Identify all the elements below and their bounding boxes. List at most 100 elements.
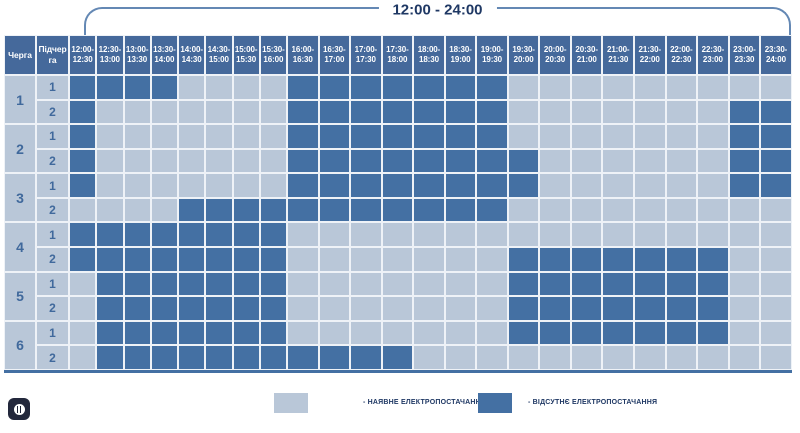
- outage-cell: [69, 222, 97, 248]
- power-available-cell: [69, 345, 97, 370]
- outage-cell: [570, 320, 603, 346]
- outage-cell: [381, 148, 414, 174]
- outage-cell: [318, 173, 351, 198]
- outage-cell: [413, 124, 445, 149]
- outage-cell: [634, 247, 666, 272]
- power-available-cell: [570, 75, 603, 100]
- power-available-cell: [539, 99, 571, 125]
- power-available-cell: [570, 345, 603, 370]
- outage-cell: [178, 197, 206, 223]
- outage-cell: [444, 197, 477, 223]
- outage-cell: [728, 124, 761, 149]
- power-available-cell: [665, 99, 698, 125]
- time-slot-header: 19:00- 19:30: [476, 35, 508, 75]
- power-available-cell: [728, 296, 761, 321]
- power-available-cell: [381, 320, 414, 346]
- power-available-cell: [232, 124, 260, 149]
- outage-cell: [69, 173, 97, 198]
- power-available-cell: [507, 222, 540, 248]
- power-available-cell: [287, 320, 319, 346]
- outage-cell: [178, 296, 206, 321]
- outage-cell: [697, 296, 729, 321]
- power-available-cell: [96, 173, 124, 198]
- outage-cell: [259, 296, 287, 321]
- time-slot-header: 21:00- 21:30: [602, 35, 635, 75]
- power-available-cell: [665, 148, 698, 174]
- power-available-cell: [287, 222, 319, 248]
- outage-cell: [476, 124, 508, 149]
- outage-cell: [178, 222, 206, 248]
- power-available-cell: [602, 222, 635, 248]
- power-available-cell: [665, 124, 698, 149]
- outage-cell: [123, 247, 151, 272]
- power-available-cell: [350, 222, 382, 248]
- time-slot-header: 16:30- 17:00: [318, 35, 351, 75]
- power-available-cell: [381, 247, 414, 272]
- outage-cell: [350, 173, 382, 198]
- power-available-cell: [123, 197, 151, 223]
- power-available-cell: [602, 197, 635, 223]
- outage-cell: [287, 99, 319, 125]
- outage-cell: [697, 271, 729, 297]
- outage-cell: [760, 124, 792, 149]
- power-available-cell: [178, 148, 206, 174]
- outage-cell: [350, 124, 382, 149]
- power-available-cell: [476, 296, 508, 321]
- power-available-cell: [760, 320, 792, 346]
- power-available-cell: [69, 271, 97, 297]
- time-slot-header: 15:00- 15:30: [232, 35, 260, 75]
- power-available-cell: [259, 173, 287, 198]
- outage-cell: [381, 345, 414, 370]
- outage-cell: [69, 99, 97, 125]
- power-available-cell: [123, 173, 151, 198]
- power-available-cell: [697, 222, 729, 248]
- power-available-cell: [697, 124, 729, 149]
- subqueue-column-header: Підчерга: [36, 35, 69, 75]
- time-slot-header: 22:30- 23:00: [697, 35, 729, 75]
- outage-cell: [287, 75, 319, 100]
- power-available-cell: [350, 296, 382, 321]
- outage-cell: [476, 197, 508, 223]
- power-available-cell: [287, 271, 319, 297]
- time-slot-header: 13:00- 13:30: [123, 35, 151, 75]
- power-available-cell: [539, 148, 571, 174]
- power-available-cell: [318, 320, 351, 346]
- outage-cell: [205, 320, 233, 346]
- power-available-cell: [602, 173, 635, 198]
- power-available-cell: [476, 222, 508, 248]
- outage-cell: [507, 271, 540, 297]
- power-available-cell: [96, 99, 124, 125]
- outage-cell: [259, 320, 287, 346]
- time-slot-header: 13:30- 14:00: [150, 35, 178, 75]
- queue-label: 3: [4, 173, 36, 223]
- outage-cell: [539, 296, 571, 321]
- subqueue-label: 1: [36, 124, 69, 149]
- power-available-cell: [760, 75, 792, 100]
- power-available-cell: [150, 99, 178, 125]
- queue-label: 6: [4, 320, 36, 370]
- outage-cell: [444, 99, 477, 125]
- outage-cell: [178, 345, 206, 370]
- outage-cell: [728, 173, 761, 198]
- power-available-cell: [728, 222, 761, 248]
- outage-cell: [178, 320, 206, 346]
- power-available-cell: [96, 124, 124, 149]
- outage-cell: [507, 320, 540, 346]
- power-available-cell: [570, 222, 603, 248]
- power-available-cell: [318, 296, 351, 321]
- outage-cell: [259, 271, 287, 297]
- outage-cell: [507, 296, 540, 321]
- subqueue-label: 2: [36, 247, 69, 272]
- outage-cell: [205, 197, 233, 223]
- outage-cell: [602, 247, 635, 272]
- power-available-cell: [413, 296, 445, 321]
- outage-cell: [507, 247, 540, 272]
- power-available-cell: [634, 222, 666, 248]
- power-available-cell: [665, 173, 698, 198]
- power-available-cell: [205, 75, 233, 100]
- power-available-cell: [259, 75, 287, 100]
- power-available-cell: [728, 271, 761, 297]
- time-slot-header: 12:30- 13:00: [96, 35, 124, 75]
- outage-cell: [381, 99, 414, 125]
- power-available-cell: [507, 75, 540, 100]
